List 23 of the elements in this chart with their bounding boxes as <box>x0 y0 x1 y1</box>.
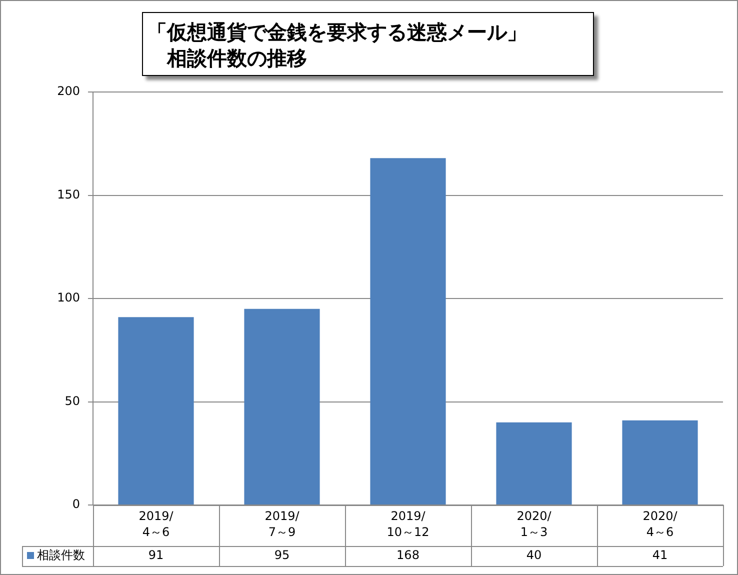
y-tick-label: 200 <box>57 84 80 98</box>
data-label: 41 <box>652 548 668 562</box>
x-tick-label: 2019/4～6 <box>138 509 174 540</box>
y-tick-label: 150 <box>57 187 80 202</box>
y-tick-label: 50 <box>64 394 80 408</box>
data-label: 40 <box>526 548 542 562</box>
data-label: 95 <box>274 548 290 562</box>
chart-title: 「仮想通貨で金銭を要求する迷惑メール」 <box>146 19 528 45</box>
x-tick-label: 2019/10～12 <box>386 509 430 540</box>
bar <box>370 158 446 504</box>
data-label: 91 <box>148 548 164 562</box>
x-tick-label: 2019/7～9 <box>264 509 300 540</box>
chart-subtitle: 相談件数の推移 <box>166 45 308 71</box>
bar <box>244 308 320 504</box>
bar <box>496 422 572 504</box>
legend-label: 相談件数 <box>37 548 85 562</box>
data-label: 168 <box>396 548 420 562</box>
y-tick-label: 100 <box>57 290 80 305</box>
x-tick-label: 2020/1～3 <box>516 509 552 540</box>
bar <box>118 317 194 504</box>
y-tick-label: 0 <box>72 497 80 512</box>
x-tick-label: 2020/4～6 <box>642 509 678 540</box>
bar <box>622 420 698 504</box>
